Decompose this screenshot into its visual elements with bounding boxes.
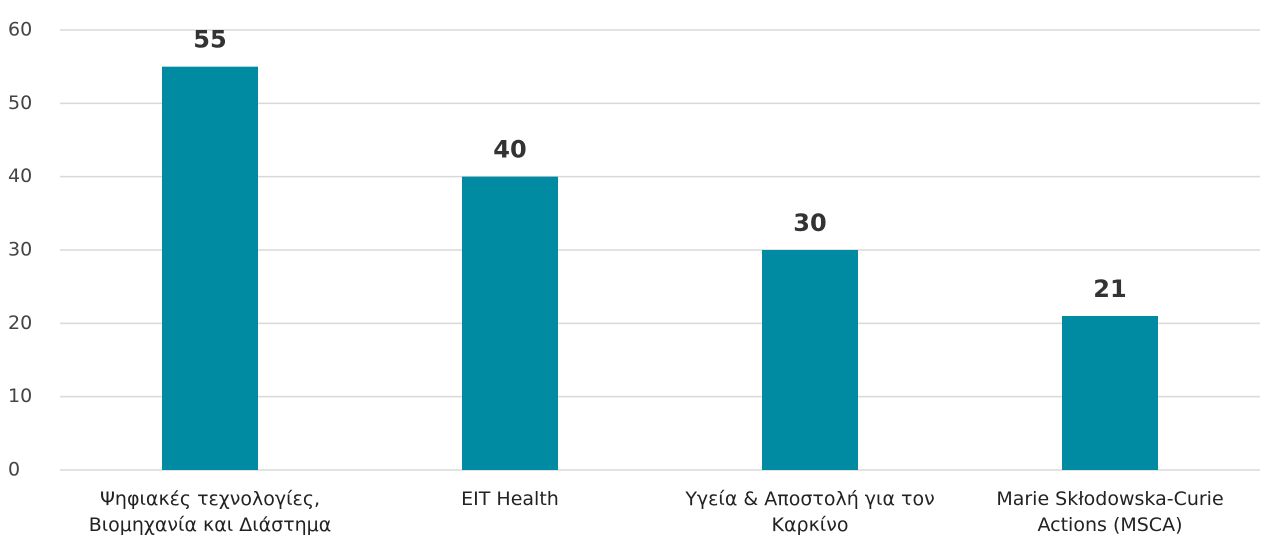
y-tick-label: 20 xyxy=(8,312,32,334)
y-tick-label: 50 xyxy=(8,92,32,114)
x-tick-label: EIT Health xyxy=(461,488,559,510)
x-tick-label: Υγεία & Αποστολή για τον Καρκίνο xyxy=(685,488,935,536)
bar xyxy=(762,250,858,470)
data-label: 30 xyxy=(793,209,826,237)
y-tick-label: 40 xyxy=(8,165,32,187)
bar xyxy=(1062,316,1158,470)
y-tick-label: 10 xyxy=(8,385,32,407)
data-label: 21 xyxy=(1093,275,1126,303)
data-label: 40 xyxy=(493,136,526,164)
x-tick-label: Ψηφιακές τεχνολογίες, Βιομηχανία και Διά… xyxy=(88,488,332,536)
bar xyxy=(162,66,258,471)
y-tick-label: 60 xyxy=(8,19,32,41)
y-tick-label: 30 xyxy=(8,239,32,261)
data-label: 55 xyxy=(193,26,226,54)
bar xyxy=(462,176,558,470)
x-tick-label: Marie Skłodowska-Curie Actions (MSCA) xyxy=(996,488,1224,536)
y-tick-label: 0 xyxy=(8,459,20,481)
